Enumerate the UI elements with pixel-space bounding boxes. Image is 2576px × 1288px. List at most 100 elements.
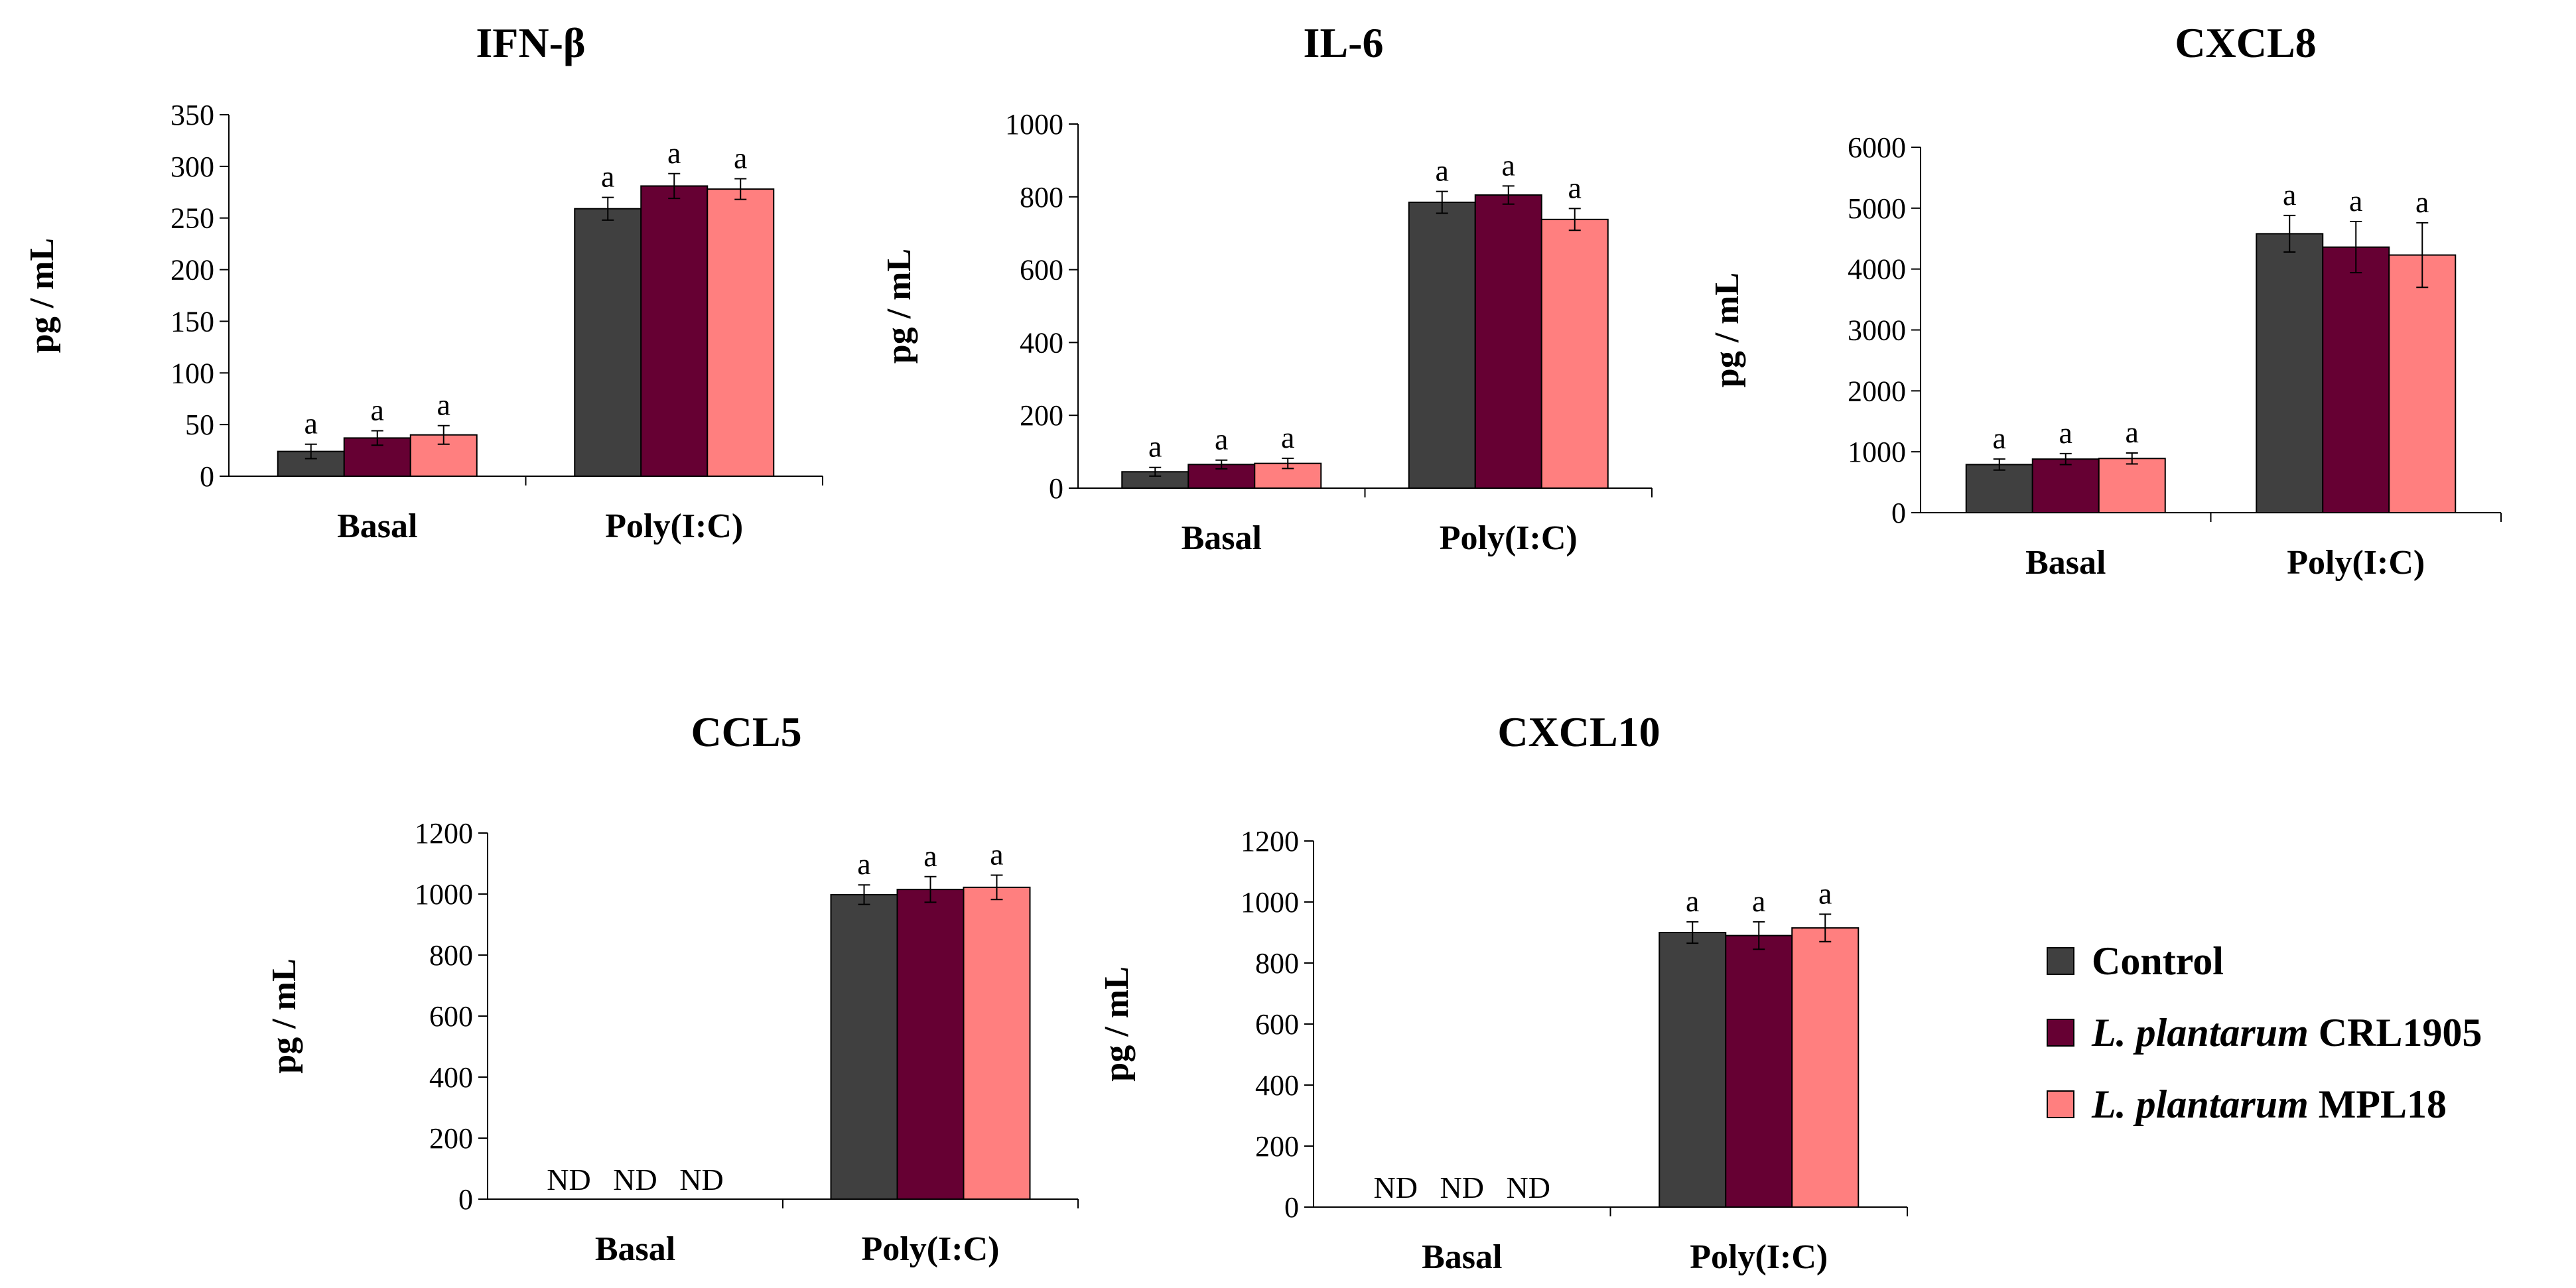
y-axis-label: pg / mL	[1098, 966, 1136, 1081]
significance-label: a	[2283, 178, 2296, 212]
legend-species-crl1905: L. plantarum	[2092, 1010, 2309, 1055]
significance-label: a	[857, 847, 870, 881]
y-tick-label: 2000	[1848, 375, 1906, 407]
significance-label: a	[305, 407, 318, 440]
y-tick-label: 1200	[415, 817, 473, 850]
bar	[963, 886, 1031, 1200]
chart-1: IFN-β pg / mL 0 50 100 150 200 250 300 350 Basal a a…	[23, 19, 823, 545]
nd-label: ND	[679, 1163, 723, 1196]
legend-strain-crl1905: CRL1905	[2318, 1010, 2482, 1055]
significance-label: a	[601, 160, 614, 194]
significance-label: a	[1818, 876, 1832, 910]
bar	[896, 889, 965, 1200]
significance-label: a	[1436, 154, 1449, 188]
nd-label: ND	[1374, 1171, 1418, 1204]
bar	[1474, 194, 1542, 489]
y-tick-label: 1000	[1848, 436, 1906, 468]
y-tick-label: 600	[429, 1000, 473, 1033]
significance-label: a	[667, 136, 681, 170]
y-tick-label: 200	[170, 254, 214, 287]
chart-title: IL-6	[1304, 19, 1384, 66]
legend-item-crl1905: L. plantarum CRL1905	[2047, 997, 2576, 1068]
significance-label: a	[990, 837, 1003, 871]
significance-label: a	[371, 393, 384, 426]
significance-label: a	[1215, 422, 1228, 456]
legend-label-mpl18: L. plantarum MPL18	[2092, 1082, 2447, 1127]
significance-label: a	[2349, 184, 2362, 218]
legend-item-mpl18: L. plantarum MPL18	[2047, 1068, 2576, 1140]
significance-label: a	[1752, 884, 1765, 918]
chart-title: IFN-β	[476, 19, 585, 66]
y-tick-label: 600	[1020, 254, 1063, 287]
y-tick-label: 100	[170, 357, 214, 389]
significance-label: a	[1502, 148, 1515, 182]
y-tick-label: 200	[429, 1122, 473, 1155]
y-tick-label: 800	[429, 939, 473, 972]
bar	[707, 188, 775, 477]
y-tick-label: 250	[170, 202, 214, 235]
y-tick-label: 0	[1891, 497, 1906, 529]
y-tick-label: 800	[1020, 181, 1063, 214]
chart-4: CCL5 pg / mL 0 200 400 600 800 1000 1200 Basal ND N…	[265, 708, 1079, 1268]
bar	[1965, 464, 2033, 513]
significance-label: a	[1281, 420, 1294, 454]
bar	[574, 208, 642, 477]
significance-label: a	[2126, 415, 2139, 449]
significance-label: a	[1686, 884, 1699, 918]
y-tick-label: 4000	[1848, 253, 1906, 286]
y-tick-label: 1000	[1005, 108, 1063, 141]
significance-label: a	[1148, 430, 1162, 464]
x-category-label: Poly(I:C)	[1690, 1238, 1828, 1276]
y-axis-label: pg / mL	[23, 238, 61, 353]
bar	[830, 893, 898, 1200]
legend-swatch-crl1905	[2047, 1019, 2074, 1047]
nd-label: ND	[547, 1163, 590, 1196]
y-tick-label: 5000	[1848, 192, 1906, 225]
y-tick-label: 0	[1049, 472, 1063, 505]
bar	[1408, 202, 1476, 489]
x-category-label: Basal	[595, 1230, 675, 1268]
bar	[1659, 932, 1727, 1208]
y-tick-label: 1000	[1241, 886, 1299, 919]
y-tick-label: 400	[429, 1061, 473, 1094]
legend-label-crl1905: L. plantarum CRL1905	[2092, 1010, 2482, 1056]
y-tick-label: 300	[170, 151, 214, 183]
significance-label: a	[2415, 185, 2429, 219]
x-category-label: Poly(I:C)	[1440, 519, 1578, 557]
y-axis-label: pg / mL	[265, 958, 303, 1073]
x-category-label: Basal	[337, 507, 417, 545]
bar	[1187, 464, 1256, 489]
x-category-label: Basal	[1182, 519, 1262, 557]
legend-label-control: Control	[2092, 938, 2224, 983]
bar	[1725, 934, 1793, 1208]
y-tick-label: 50	[185, 409, 214, 441]
y-axis-label: pg / mL	[1708, 273, 1746, 387]
legend-swatch-mpl18	[2047, 1090, 2074, 1118]
significance-label: a	[1568, 170, 1582, 204]
x-category-label: Poly(I:C)	[2287, 544, 2425, 582]
x-category-label: Basal	[2025, 544, 2106, 582]
chart-2: IL-6 pg / mL 0 200 400 600 800 1000 Basal a a a Poly…	[880, 19, 1653, 557]
y-tick-label: 0	[458, 1183, 473, 1216]
chart-5: CXCL10 pg / mL 0 200 400 600 800 1000 1200 Basal N…	[1098, 708, 1908, 1276]
y-tick-label: 6000	[1848, 131, 1906, 164]
y-tick-label: 200	[1020, 399, 1063, 432]
bar	[2322, 246, 2390, 513]
legend-item-control: Control	[2047, 925, 2576, 997]
significance-label: a	[734, 141, 747, 175]
chart-title: CXCL8	[2175, 19, 2316, 66]
nd-label: ND	[613, 1163, 657, 1196]
bar	[640, 185, 709, 477]
bar	[1540, 218, 1609, 489]
y-tick-label: 3000	[1848, 314, 1906, 347]
y-tick-label: 350	[170, 99, 214, 131]
bar	[2256, 233, 2324, 513]
y-tick-label: 800	[1255, 947, 1299, 980]
y-tick-label: 1000	[415, 878, 473, 911]
chart-title: CCL5	[691, 708, 801, 755]
y-tick-label: 0	[1284, 1191, 1299, 1224]
y-axis-label: pg / mL	[880, 249, 918, 363]
y-tick-label: 150	[170, 305, 214, 338]
x-category-label: Poly(I:C)	[862, 1230, 1000, 1268]
legend: Control L. plantarum CRL1905 L. plantaru…	[2047, 925, 2576, 1140]
